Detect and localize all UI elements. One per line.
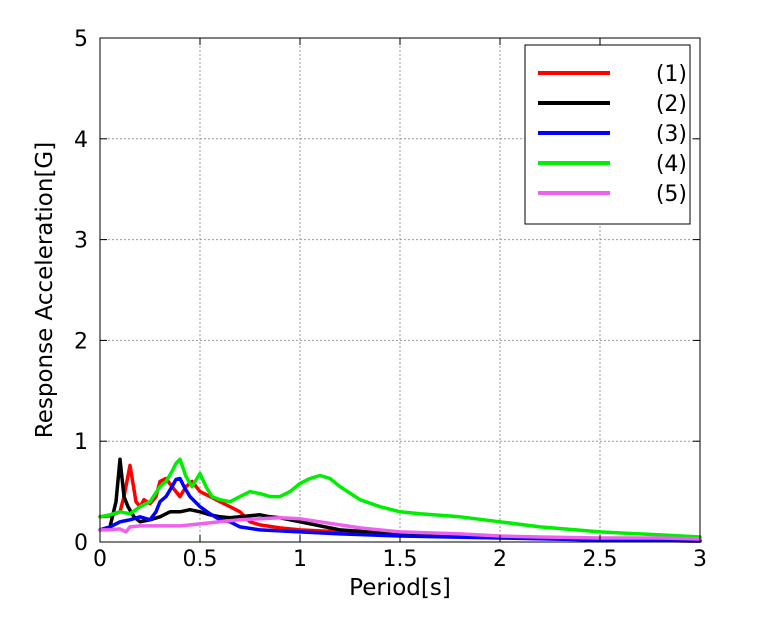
- x-tick-label: 2: [493, 547, 507, 572]
- x-tick-label: 0: [93, 547, 107, 572]
- x-axis-title: Period[s]: [349, 575, 451, 601]
- y-tick-label: 1: [74, 430, 88, 455]
- legend-label-5: (5): [656, 182, 687, 207]
- y-tick-label: 3: [74, 229, 88, 254]
- grid-lines: [100, 38, 700, 542]
- y-tick-label: 2: [74, 329, 88, 354]
- x-tick-label: 1: [293, 547, 307, 572]
- y-tick-label: 5: [74, 27, 88, 52]
- y-tick-label: 4: [74, 128, 88, 153]
- series-line-3: [98, 476, 702, 543]
- axis-ticks: 0 0.5 1 1.5 2 2.5 3 0 1 2 3 4 5: [74, 27, 707, 572]
- x-tick-label: 0.5: [183, 547, 218, 572]
- series-line-2: [98, 457, 702, 543]
- series-line-4: [98, 457, 702, 539]
- legend-label-2: (2): [656, 92, 687, 117]
- x-tick-label: 3: [693, 547, 707, 572]
- y-tick-label: 0: [74, 531, 88, 556]
- legend-label-1: (1): [656, 62, 687, 87]
- legend: (1) (2) (3) (4) (5): [524, 44, 691, 225]
- legend-label-3: (3): [656, 122, 687, 147]
- x-tick-label: 1.5: [383, 547, 418, 572]
- x-tick-label: 2.5: [583, 547, 618, 572]
- series-line-5: [98, 516, 702, 541]
- data-series: [98, 457, 702, 543]
- legend-label-4: (4): [656, 152, 687, 177]
- y-axis-title: Response Acceleration[G]: [32, 142, 58, 438]
